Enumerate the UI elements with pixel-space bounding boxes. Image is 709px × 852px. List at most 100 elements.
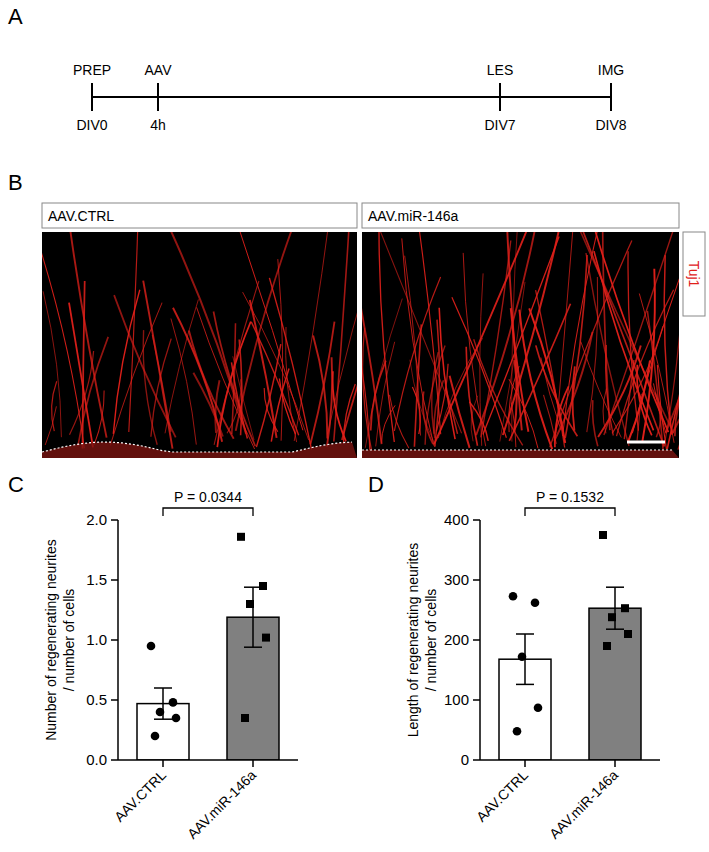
neurite xyxy=(269,278,311,449)
y-tick-label: 0.5 xyxy=(86,691,107,708)
data-point xyxy=(534,704,543,713)
neurite xyxy=(94,390,104,445)
neurite xyxy=(173,308,222,442)
neurite xyxy=(632,232,679,433)
cell-mass xyxy=(42,442,357,458)
data-point xyxy=(513,727,522,736)
figure: ABCDPREPDIV0AAV4hLESDIV7IMGDIV8AAV.CTRLA… xyxy=(0,0,709,852)
significance-bracket xyxy=(163,508,253,516)
data-point xyxy=(241,714,249,722)
scale-bar xyxy=(627,441,665,444)
neurite xyxy=(294,232,329,441)
stain-label: Tuj1 xyxy=(686,261,702,288)
y-tick xyxy=(111,519,118,521)
neurite xyxy=(581,342,622,438)
stain-box xyxy=(683,232,705,316)
y-tick xyxy=(111,579,118,581)
x-axis xyxy=(118,759,298,761)
timeline: PREPDIV0AAV4hLESDIV7IMGDIV8 xyxy=(73,62,627,133)
data-point xyxy=(518,653,527,662)
neurite xyxy=(380,232,461,433)
micrograph xyxy=(42,232,357,458)
data-point xyxy=(151,732,160,741)
data-point xyxy=(237,533,245,541)
lesion-border xyxy=(362,449,672,450)
timeline-tick xyxy=(91,83,93,111)
y-tick xyxy=(111,639,118,641)
y-tick xyxy=(473,639,480,641)
error-cap xyxy=(154,718,172,720)
panel-letter: D xyxy=(368,472,384,497)
timeline-event: LES xyxy=(487,62,513,78)
neurite xyxy=(536,290,565,447)
y-tick-label: 1.0 xyxy=(86,631,107,648)
neurite xyxy=(624,360,634,439)
data-point xyxy=(172,714,181,723)
neurite xyxy=(45,406,56,445)
neurite xyxy=(165,299,198,433)
y-tick-label: 2.0 xyxy=(86,511,107,528)
data-point xyxy=(262,634,270,642)
x-tick xyxy=(162,760,164,767)
annotation: P = 0.0344 xyxy=(174,489,242,505)
timeline-event: PREP xyxy=(73,62,111,78)
x-axis xyxy=(480,759,660,761)
neurite xyxy=(474,339,523,445)
micrograph xyxy=(362,232,679,458)
y-tick-label: 1.5 xyxy=(86,571,107,588)
y-tick-label: 0 xyxy=(461,751,469,768)
significance-bracket xyxy=(525,508,615,516)
image-header: AAV.miR-146a xyxy=(368,208,458,224)
data-point xyxy=(599,531,607,539)
neurite xyxy=(236,232,291,431)
error-cap xyxy=(516,684,534,686)
x-tick-label: AAV.miR-146a xyxy=(546,767,621,842)
bracket-line xyxy=(163,508,253,516)
plot-area xyxy=(499,531,641,760)
timeline-event: AAV xyxy=(145,62,173,78)
neurite xyxy=(550,241,632,448)
chart: 0100200300400AAV.CTRLAAV.miR-146aLength … xyxy=(405,489,660,842)
neurite xyxy=(563,232,606,436)
data-point xyxy=(246,600,254,608)
neurite xyxy=(143,281,172,449)
neurite xyxy=(365,299,402,448)
y-tick-label: 400 xyxy=(444,511,469,528)
y-tick xyxy=(111,699,118,701)
neurite xyxy=(310,322,334,445)
y-axis-title-line: / number of cells xyxy=(423,589,439,692)
neurite xyxy=(657,365,666,449)
panel-letter: C xyxy=(8,472,24,497)
neurite xyxy=(42,243,84,448)
neurite xyxy=(279,379,295,435)
y-tick-label: 200 xyxy=(444,631,469,648)
x-tick-label: AAV.CTRL xyxy=(111,767,169,825)
neurite xyxy=(151,339,171,437)
neurite xyxy=(171,319,196,445)
y-tick xyxy=(473,699,480,701)
y-tick-label: 100 xyxy=(444,691,469,708)
neurite xyxy=(436,364,448,431)
y-axis-title-line: / number of cells xyxy=(61,589,77,692)
data-point xyxy=(156,708,165,717)
neurite xyxy=(604,232,673,435)
data-point xyxy=(603,642,611,650)
neurite xyxy=(678,281,679,449)
timeline-axis xyxy=(92,96,611,98)
y-axis-title: Number of regenerating neurites/ number … xyxy=(43,539,77,741)
timeline-time: DIV7 xyxy=(484,117,515,133)
y-tick xyxy=(473,759,480,761)
neurite xyxy=(69,232,107,438)
panel-letter: A xyxy=(8,4,23,29)
data-point xyxy=(531,599,540,608)
neurite xyxy=(363,328,372,450)
data-point xyxy=(624,630,632,638)
neurite xyxy=(402,238,434,445)
neurite xyxy=(438,338,482,438)
neurite xyxy=(483,236,559,434)
timeline-tick xyxy=(157,83,159,111)
neurite xyxy=(379,232,394,442)
neurite xyxy=(554,332,592,441)
x-tick-label: AAV.miR-146a xyxy=(184,767,259,842)
lesion-border xyxy=(42,442,352,452)
